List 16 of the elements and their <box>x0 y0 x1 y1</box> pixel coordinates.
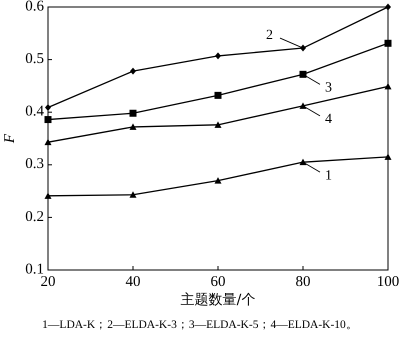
x-tick-label: 100 <box>376 274 400 290</box>
y-tick-label: 0.2 <box>25 208 44 225</box>
legend-label: 4 <box>325 112 332 128</box>
x-tick-label: 60 <box>210 274 226 290</box>
x-tick-label: 80 <box>296 274 310 290</box>
y-tick-label: 0.3 <box>25 156 44 172</box>
y-axis-title: F <box>2 133 18 144</box>
legend-label: 1 <box>325 168 332 184</box>
x-tick-label: 40 <box>126 274 140 290</box>
series-label: 2 <box>266 28 273 44</box>
text: 1—LDA-K；2—ELDA-K-3；3—ELDA-K-5；4—ELDA-K-10。 <box>42 319 358 331</box>
y-tick-label: 0.6 <box>25 0 44 14</box>
y-tick-label: 0.5 <box>25 51 44 68</box>
y-tick-label: 0.4 <box>25 104 44 120</box>
x-axis-title: 主题数量/个 <box>180 292 256 308</box>
legend-label: 3 <box>325 80 332 96</box>
